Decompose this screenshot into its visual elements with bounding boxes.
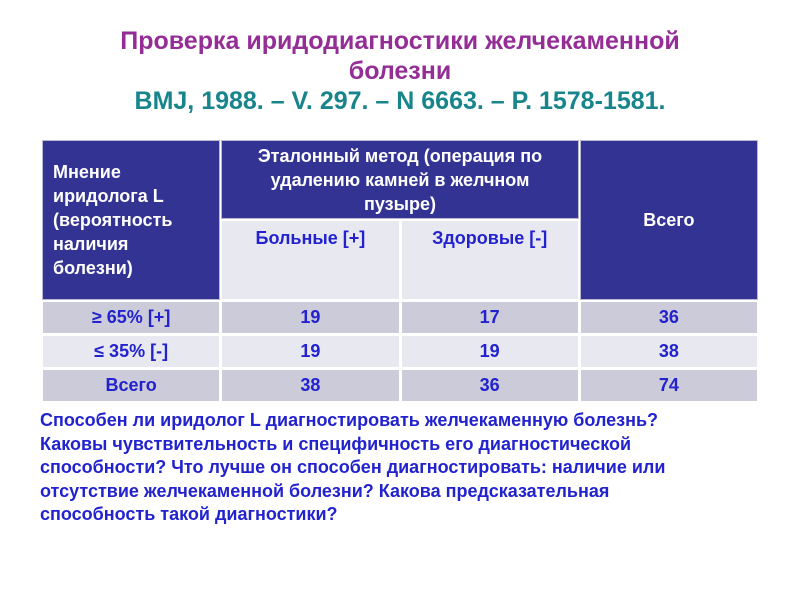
row-label: ≥ 65% [+] xyxy=(43,302,220,333)
cell-value: 19 xyxy=(222,336,399,367)
cell-value: 19 xyxy=(222,302,399,333)
cell-value: 38 xyxy=(580,336,757,367)
subheader-sick-cell: Больные [+] xyxy=(222,221,399,299)
cell-value: 36 xyxy=(580,302,757,333)
table-row-negative: ≤ 35% [-] 19 19 38 xyxy=(43,336,757,367)
question-line: Способен ли иридолог L диагностировать ж… xyxy=(40,410,659,430)
question-line: способность такой диагностики? xyxy=(40,504,338,524)
cell-value: 19 xyxy=(401,336,578,367)
subheader-healthy-cell: Здоровые [-] xyxy=(401,221,578,299)
title-reference: BMJ, 1988. – V. 297. – N 6663. – P. 1578… xyxy=(134,87,666,115)
cell-value: 38 xyxy=(222,370,399,401)
cell-value: 17 xyxy=(401,302,578,333)
cell-value: 74 xyxy=(580,370,757,401)
question-line: способности? Что лучше он способен диагн… xyxy=(40,457,666,477)
row-label: Всего xyxy=(43,370,220,401)
row-label: ≤ 35% [-] xyxy=(43,336,220,367)
title-line-1: Проверка иридодиагностики желчекаменной xyxy=(120,27,680,55)
table-row-total: Всего 38 36 74 xyxy=(43,370,757,401)
slide-title: Проверка иридодиагностики желчекаменной … xyxy=(90,26,710,116)
header-total-cell: Всего xyxy=(580,141,757,299)
title-line-2: болезни xyxy=(348,57,452,85)
header-opinion-cell: Мнение иридолога L (вероятность наличия … xyxy=(43,141,220,299)
cell-value: 36 xyxy=(401,370,578,401)
header-row-sub: Больные [+] Здоровые [-] xyxy=(43,221,757,299)
table-row-positive: ≥ 65% [+] 19 17 36 xyxy=(43,302,757,333)
question-line: Каковы чувствительность и специфичность … xyxy=(40,433,632,454)
contingency-table: Мнение иридолога L (вероятность наличия … xyxy=(40,138,760,404)
header-row-top: Мнение иридолога L (вероятность наличия … xyxy=(43,141,757,299)
question-paragraph: Способен ли иридолог L диагностировать ж… xyxy=(40,409,760,527)
header-reference-method-cell: Эталонный метод (операция по удалению ка… xyxy=(222,141,578,218)
question-line: отсутствие желчекаменной болезни? Какова… xyxy=(40,480,610,501)
contingency-table-wrap: Мнение иридолога L (вероятность наличия … xyxy=(40,138,760,404)
